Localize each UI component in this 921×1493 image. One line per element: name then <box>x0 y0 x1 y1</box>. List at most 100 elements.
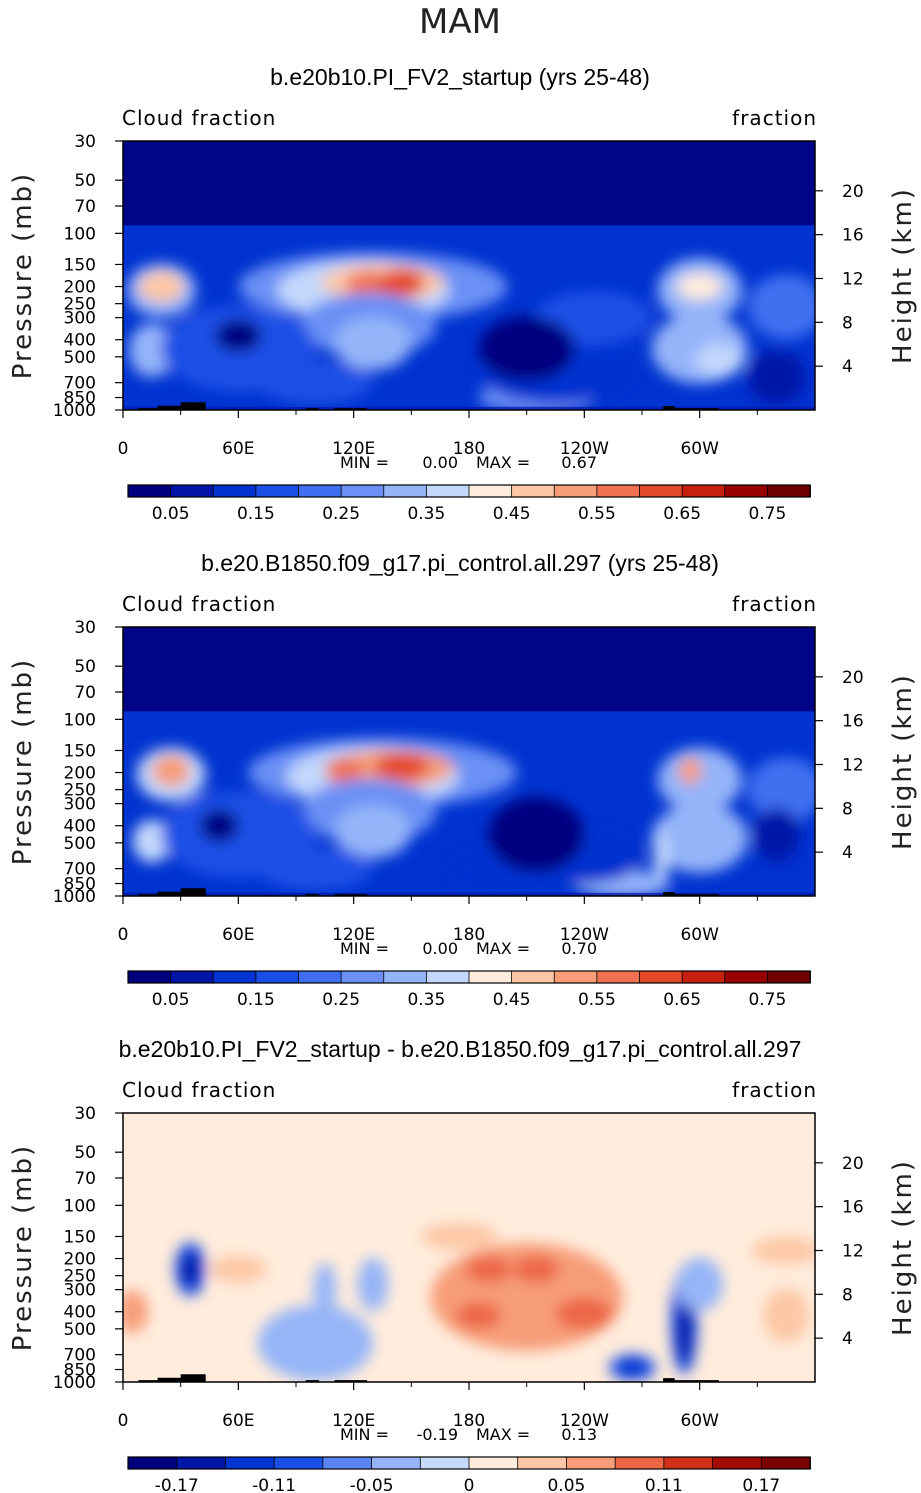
y-tick-label: 850 <box>64 875 96 895</box>
colorbar-label: 0 <box>464 1476 475 1493</box>
field-cell <box>747 757 815 822</box>
panel-3: b.e20b10.PI_FV2_startup - b.e20.B1850.f0… <box>8 1036 918 1493</box>
y-tick-label: 50 <box>74 657 96 677</box>
field-cell <box>199 809 239 842</box>
field-cell <box>128 323 175 378</box>
colorbar-swatch <box>511 484 556 498</box>
colorbar-swatch <box>127 484 172 498</box>
height-tick-label: 20 <box>842 1154 864 1174</box>
colorbar-swatch <box>383 970 428 984</box>
height-tick-label: 4 <box>842 843 853 863</box>
colorbar-swatch <box>760 1456 811 1470</box>
colorbar-swatch <box>724 970 769 984</box>
x-tick-label: 120E <box>332 1411 375 1431</box>
colorbar-label: 0.05 <box>152 504 190 524</box>
colorbar-swatch <box>724 484 769 498</box>
field-cell <box>678 757 702 785</box>
min-value: -0.19 <box>417 1425 458 1444</box>
colorbar-label: 0.75 <box>748 990 786 1010</box>
colorbar-swatch <box>340 970 385 984</box>
colorbar-label: 0.75 <box>748 504 786 524</box>
x-tick-label: 120W <box>560 1411 609 1431</box>
colorbar-swatch <box>766 484 811 498</box>
units-label: fraction <box>732 592 817 616</box>
y-tick-label: 200 <box>64 278 96 298</box>
colorbar-label: 0.05 <box>152 990 190 1010</box>
height-tick-label: 12 <box>842 269 864 289</box>
colorbar-swatch <box>596 970 641 984</box>
colorbar-swatch <box>681 970 726 984</box>
max-value: 0.67 <box>561 453 597 472</box>
colorbar-swatch <box>419 1456 470 1470</box>
colorbar-label: 0.65 <box>663 504 701 524</box>
right-axis-title: Height (km) <box>888 1159 918 1336</box>
terrain-mask <box>138 1374 719 1382</box>
field-cell <box>334 316 412 371</box>
x-tick-label: 0 <box>118 1411 129 1431</box>
y-tick-label: 400 <box>64 1303 96 1323</box>
field-cell <box>676 273 723 300</box>
field-cell <box>747 350 806 404</box>
field-cell <box>676 1257 723 1312</box>
colorbar-label: 0.05 <box>547 1476 585 1493</box>
x-tick-label: 0 <box>118 439 129 459</box>
contour-field <box>123 1113 815 1382</box>
colorbar-frame <box>127 484 811 498</box>
colorbar-label: 0.65 <box>663 990 701 1010</box>
min-label: MIN = <box>340 939 389 958</box>
x-tick-label: 60E <box>222 439 254 459</box>
field-cell <box>420 1223 498 1250</box>
y-tick-label: 70 <box>74 683 96 703</box>
y-tick-label: 150 <box>64 1227 96 1247</box>
height-tick-label: 16 <box>842 226 864 246</box>
max-label: MAX = <box>476 939 530 958</box>
field-cell <box>334 804 412 859</box>
colorbar-swatch <box>639 970 684 984</box>
max-value: 0.13 <box>561 1425 597 1444</box>
height-tick-label: 4 <box>842 1329 853 1349</box>
colorbar-label: 0.15 <box>237 990 275 1010</box>
y-tick-label: 100 <box>64 224 96 244</box>
y-tick-label: 300 <box>64 309 96 329</box>
colorbar-swatch <box>468 484 513 498</box>
field-cell <box>513 1255 560 1283</box>
field-cell <box>313 1262 337 1317</box>
y-tick-label: 100 <box>64 1196 96 1216</box>
y-tick-label: 200 <box>64 1250 96 1270</box>
colorbar-swatch <box>468 1456 519 1470</box>
y-tick-label: 700 <box>64 860 96 880</box>
colorbar-swatch <box>614 1456 665 1470</box>
y-tick-label: 250 <box>64 781 96 801</box>
variable-label: Cloud fraction <box>122 1078 276 1102</box>
y-tick-label: 250 <box>64 295 96 315</box>
right-axis-title: Height (km) <box>888 187 918 364</box>
field-cell <box>620 1359 644 1376</box>
min-label: MIN = <box>340 453 389 472</box>
colorbar-swatch <box>425 484 470 498</box>
y-tick-label: 850 <box>64 389 96 409</box>
field-cell <box>488 797 585 873</box>
height-tick-label: 20 <box>842 668 864 688</box>
colorbar-swatch <box>170 484 215 498</box>
field-cell <box>132 819 172 863</box>
x-tick-label: 60W <box>680 925 719 945</box>
colorbar-label: 0.55 <box>578 504 616 524</box>
colorbar-swatch <box>212 484 257 498</box>
panel-1: b.e20b10.PI_FV2_startup (yrs 25-48) Cloud… <box>8 64 918 524</box>
max-value: 0.70 <box>561 939 597 958</box>
terrain-mask <box>138 888 719 896</box>
height-tick-label: 20 <box>842 182 864 202</box>
colorbar-swatch <box>127 970 172 984</box>
x-tick-label: 180 <box>453 925 485 945</box>
y-tick-label: 1000 <box>53 887 96 907</box>
colorbar-label: 0.15 <box>237 504 275 524</box>
colorbar-label: 0.17 <box>742 1476 780 1493</box>
colorbar-swatch <box>566 1456 617 1470</box>
colorbar-label: 0.11 <box>645 1476 683 1493</box>
y-tick-label: 700 <box>64 374 96 394</box>
colorbar-swatch <box>225 1456 276 1470</box>
y-tick-label: 500 <box>64 1320 96 1340</box>
colorbar-label: 0.25 <box>322 990 360 1010</box>
max-label: MAX = <box>476 1425 530 1444</box>
